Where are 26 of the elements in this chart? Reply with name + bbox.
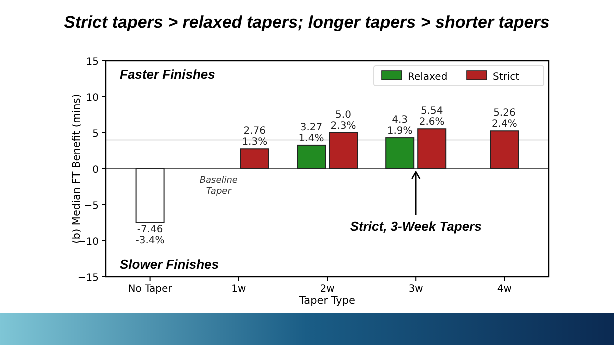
annotation: Faster Finishes bbox=[120, 67, 216, 82]
chart-title: Strict tapers > relaxed tapers; longer tapers > shorter tapers bbox=[64, 13, 550, 32]
y-tick-label: 0 bbox=[92, 165, 99, 176]
annotation: Strict, 3-Week Tapers bbox=[350, 219, 482, 234]
data-label: 2.76 1.3% bbox=[242, 126, 268, 148]
x-tick-label: No Taper bbox=[128, 284, 174, 295]
x-tick-label: 3w bbox=[408, 284, 424, 295]
legend-label: Strict bbox=[493, 72, 520, 83]
annotation: Slower Finishes bbox=[120, 257, 219, 272]
y-tick-label: 15 bbox=[86, 57, 99, 68]
data-label: 5.0 2.3% bbox=[330, 110, 356, 132]
data-label: 3.27 1.4% bbox=[298, 122, 324, 144]
x-tick-label: 4w bbox=[497, 284, 512, 295]
y-tick-label: −5 bbox=[84, 201, 99, 212]
x-axis-title: Taper Type bbox=[298, 295, 356, 307]
x-tick-label: 2w bbox=[320, 284, 335, 295]
x-tick-label: 1w bbox=[232, 284, 246, 295]
legend-label: Relaxed bbox=[408, 72, 448, 83]
data-label: -7.46 -3.4% bbox=[136, 224, 165, 247]
y-tick-label: 10 bbox=[86, 93, 99, 104]
data-label: 5.26 2.4% bbox=[492, 108, 518, 130]
annotation: Baseline Taper bbox=[200, 176, 238, 197]
y-tick-label: 5 bbox=[92, 129, 99, 140]
data-label: 5.54 2.6% bbox=[419, 106, 445, 128]
y-tick-label: −15 bbox=[78, 273, 99, 284]
data-label: 4.3 1.9% bbox=[387, 115, 413, 138]
